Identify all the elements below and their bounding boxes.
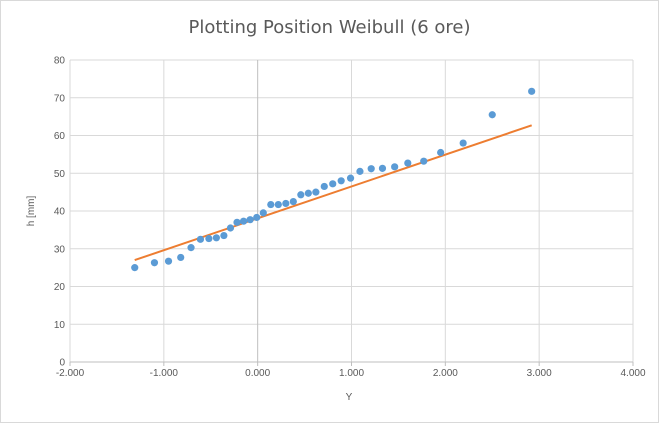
trendline — [134, 124, 533, 262]
data-point — [312, 188, 320, 196]
x-tick-label: -1.000 — [150, 368, 179, 379]
data-point — [391, 163, 399, 171]
data-point — [150, 259, 159, 267]
y-tick-label: 0 — [59, 358, 65, 369]
axes — [69, 60, 634, 366]
y-tick-label: 80 — [54, 56, 66, 67]
data-point — [329, 180, 337, 188]
y-tick-label: 40 — [54, 207, 66, 218]
data-point — [233, 218, 241, 226]
data-point — [437, 148, 445, 157]
y-tick-labels: 0 10 20 30 40 50 60 70 80 — [54, 56, 66, 369]
data-point — [239, 217, 248, 225]
data-point — [378, 164, 387, 172]
data-point — [274, 200, 282, 209]
x-tick-label: 3.000 — [527, 368, 552, 379]
x-tick-label: -2.000 — [56, 368, 85, 379]
y-tick-label: 10 — [54, 320, 66, 331]
y-tick-label: 70 — [54, 93, 66, 104]
y-tick-label: 30 — [54, 244, 66, 255]
y-axis-title: h [mm] — [26, 196, 37, 227]
x-tick-label: 1.000 — [339, 368, 364, 379]
gridlines — [69, 59, 634, 362]
x-tick-label: 2.000 — [433, 368, 458, 379]
data-point — [253, 213, 261, 222]
x-tick-labels: -2.000 -1.000 0.000 1.000 2.000 3.000 4.000 — [56, 368, 646, 379]
data-point — [267, 200, 275, 209]
x-tick-label: 0.000 — [245, 368, 270, 379]
x-axis-title: Y — [346, 392, 353, 403]
data-point — [337, 177, 345, 185]
data-point — [297, 191, 305, 199]
data-point — [367, 165, 375, 173]
data-point — [320, 182, 328, 191]
data-point — [282, 199, 290, 208]
data-point — [356, 167, 364, 175]
data-point — [220, 231, 228, 240]
data-point — [205, 234, 213, 243]
data-point — [289, 197, 297, 206]
data-point — [187, 244, 195, 252]
data-points — [131, 87, 536, 272]
x-tick-label: 4.000 — [620, 368, 645, 379]
trendline-line — [134, 124, 533, 262]
data-point — [346, 174, 355, 182]
data-point — [404, 159, 412, 167]
data-point — [459, 139, 467, 147]
data-point — [226, 224, 235, 232]
data-point — [246, 216, 254, 224]
data-point — [131, 264, 139, 272]
data-point — [196, 235, 205, 243]
data-point — [212, 234, 220, 242]
y-tick-label: 60 — [54, 131, 66, 142]
data-point — [177, 253, 185, 262]
chart-title: Plotting Position Weibull (6 ore) — [188, 17, 471, 38]
data-point — [304, 189, 312, 197]
y-tick-label: 20 — [54, 282, 66, 293]
y-tick-label: 50 — [54, 169, 66, 180]
data-point — [420, 157, 428, 165]
data-point — [164, 257, 173, 265]
data-point — [259, 209, 267, 217]
data-point — [488, 111, 496, 119]
data-point — [528, 87, 536, 95]
